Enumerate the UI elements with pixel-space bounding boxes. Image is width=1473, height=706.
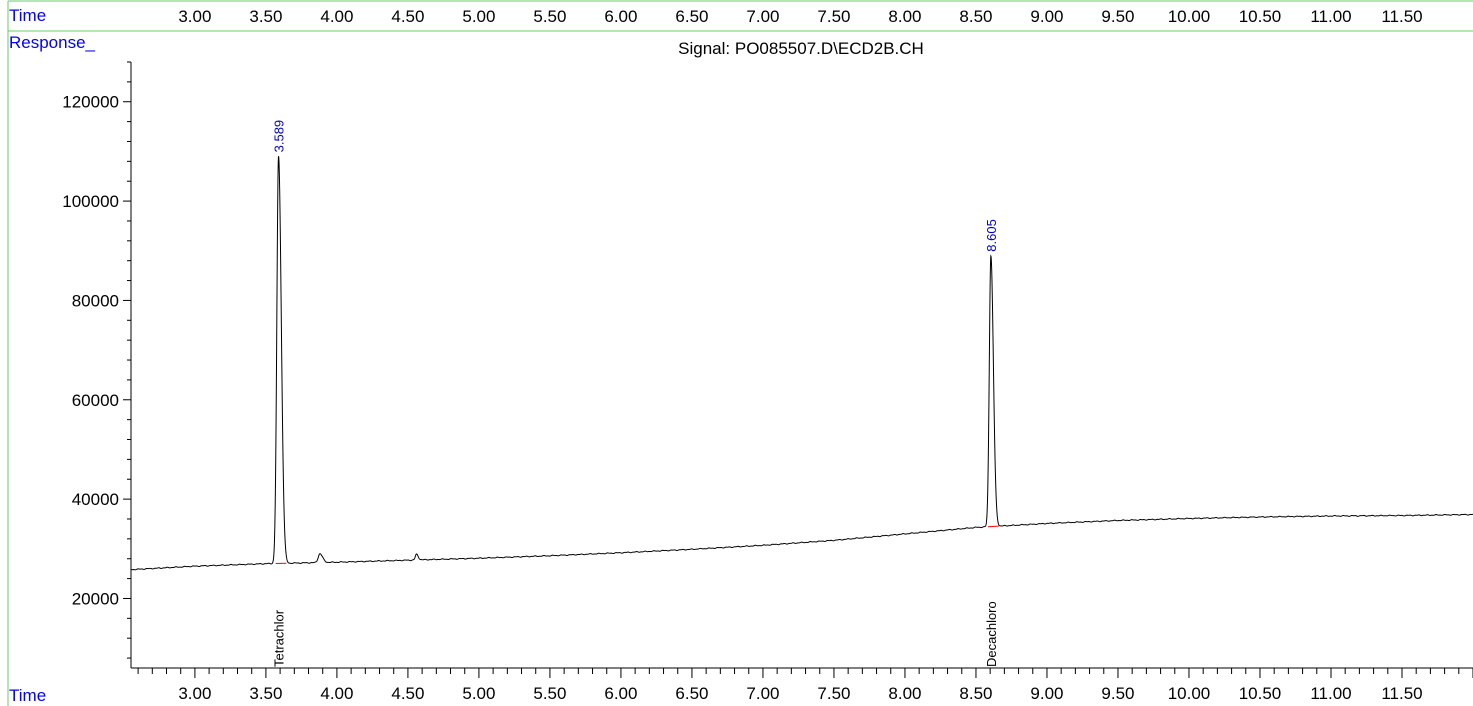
y-tick-label: 60000 [72, 391, 119, 410]
top-x-tick-label: 7.50 [817, 7, 850, 26]
top-x-tick-label: 3.00 [178, 7, 211, 26]
x-tick-label: 11.50 [1381, 684, 1422, 703]
y-tick-label: 120000 [62, 93, 119, 112]
top-x-tick-label: 9.00 [1030, 7, 1063, 26]
y-tick-label: 40000 [72, 490, 119, 509]
peak-labels: 3.589 Tetrachlor 8.605 Decachloro [272, 120, 999, 667]
footer-time-label: Time [9, 686, 46, 705]
chromatogram-trace [130, 156, 1473, 571]
x-tick-label: 9.50 [1101, 684, 1134, 703]
x-tick-label: 8.00 [888, 684, 921, 703]
x-tick-label: 7.50 [817, 684, 850, 703]
x-tick-label: 11.00 [1310, 684, 1351, 703]
x-tick-label: 10.00 [1168, 684, 1211, 703]
top-x-tick-label: 10.00 [1168, 7, 1211, 26]
y-tick-label: 100000 [62, 192, 119, 211]
integration-baselines [275, 525, 999, 564]
top-x-tick-label: 8.50 [959, 7, 992, 26]
peak-retention-time-label: 3.589 [272, 120, 287, 153]
x-tick-label: 7.00 [746, 684, 779, 703]
x-tick-label: 8.50 [959, 684, 992, 703]
top-x-tick-label: 4.00 [320, 7, 353, 26]
top-x-tick-label: 11.00 [1310, 7, 1351, 26]
y-tick-label: 80000 [72, 291, 119, 310]
x-axis-ticks: 3.00 3.50 4.00 4.50 5.00 5.50 6.00 6.50 7.00 7.50… [137, 668, 1473, 703]
x-tick-label: 4.50 [391, 684, 424, 703]
x-tick-label: 5.00 [462, 684, 495, 703]
x-tick-label: 9.00 [1030, 684, 1063, 703]
peak-baseline [988, 525, 999, 528]
x-tick-label: 3.00 [178, 684, 211, 703]
response-label: Response_ [9, 33, 96, 52]
chromatogram-trace-group [130, 156, 1473, 571]
top-x-tick-label: 8.00 [888, 7, 921, 26]
peak-compound-label: Decachloro [984, 601, 999, 667]
x-tick-label: 6.50 [675, 684, 708, 703]
top-x-tick-label: 5.50 [533, 7, 566, 26]
top-x-tick-label: 3.50 [249, 7, 282, 26]
top-x-tick-label: 6.50 [675, 7, 708, 26]
x-tick-label: 10.50 [1239, 684, 1282, 703]
top-x-tick-label: 7.00 [746, 7, 779, 26]
header-time-label: Time [9, 6, 46, 25]
chart-title: Signal: PO085507.D\ECD2B.CH [678, 39, 924, 58]
x-tick-label: 3.50 [249, 684, 282, 703]
top-x-tick-label: 5.00 [462, 7, 495, 26]
y-axis-ticks: 20000 40000 60000 80000 100000 120000 [62, 61, 131, 659]
axes [130, 62, 1473, 669]
top-time-axis: 3.00 3.50 4.00 4.50 5.00 5.50 6.00 6.50 7.00 7.50… [178, 7, 1422, 26]
top-x-tick-label: 6.00 [604, 7, 637, 26]
y-tick-label: 20000 [72, 589, 119, 608]
top-x-tick-label: 9.50 [1101, 7, 1134, 26]
x-tick-label: 4.00 [320, 684, 353, 703]
peak-compound-label: Tetrachlor [272, 609, 287, 667]
top-x-tick-label: 11.50 [1381, 7, 1422, 26]
top-x-tick-label: 4.50 [391, 7, 424, 26]
peak-retention-time-label: 8.605 [984, 219, 999, 252]
x-tick-label: 6.00 [604, 684, 637, 703]
x-tick-label: 5.50 [533, 684, 566, 703]
top-x-tick-label: 10.50 [1239, 7, 1282, 26]
